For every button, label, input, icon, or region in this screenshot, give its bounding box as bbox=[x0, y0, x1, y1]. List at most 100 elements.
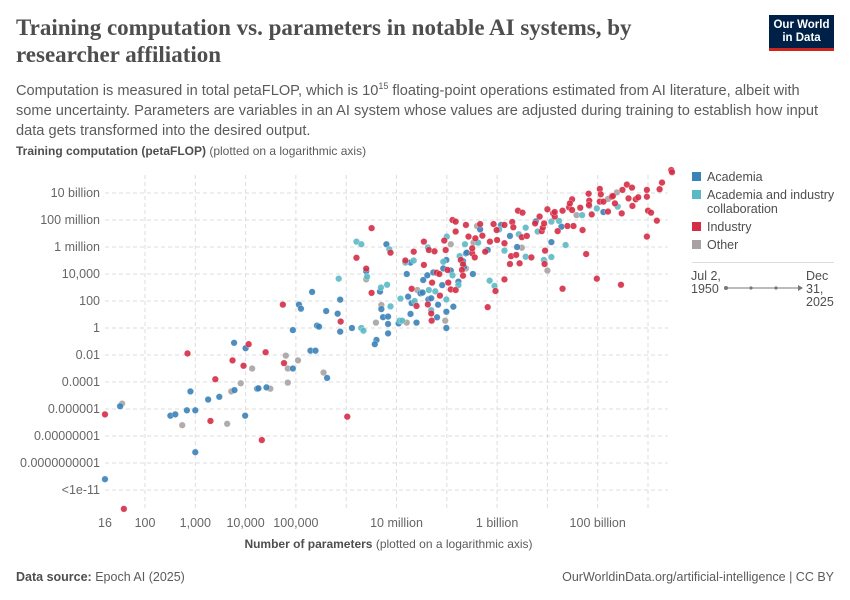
data-point bbox=[254, 384, 262, 392]
data-point bbox=[501, 239, 508, 247]
data-point bbox=[336, 296, 344, 304]
data-point bbox=[527, 253, 535, 261]
data-point bbox=[191, 406, 199, 414]
data-point bbox=[440, 237, 448, 245]
data-point bbox=[541, 260, 549, 268]
data-point bbox=[570, 222, 577, 230]
grid-lines bbox=[105, 175, 668, 508]
x-axis-label: Number of parameters (plotted on a logar… bbox=[0, 537, 777, 551]
chart-subtitle: Computation is measured in total petaFLO… bbox=[16, 76, 836, 141]
data-source-value[interactable]: Epoch AI (2025) bbox=[91, 570, 185, 584]
data-point bbox=[625, 194, 632, 202]
legend-item[interactable]: Academia and industry collaboration bbox=[692, 188, 842, 216]
legend-swatch bbox=[692, 172, 701, 181]
data-point bbox=[320, 369, 328, 377]
data-point bbox=[431, 287, 439, 295]
data-point bbox=[554, 227, 562, 235]
data-point bbox=[343, 413, 351, 421]
data-point bbox=[547, 238, 555, 246]
data-point bbox=[427, 309, 435, 317]
subtitle-exponent: 15 bbox=[378, 81, 389, 91]
data-point bbox=[599, 198, 607, 206]
data-point bbox=[585, 201, 593, 209]
data-point bbox=[357, 240, 365, 248]
data-point bbox=[541, 247, 549, 255]
data-point bbox=[452, 228, 460, 235]
y-tick-label: 0.00000001 bbox=[34, 429, 100, 443]
data-point bbox=[353, 254, 360, 262]
data-point bbox=[410, 248, 418, 256]
data-point bbox=[387, 302, 394, 310]
data-point bbox=[442, 246, 450, 254]
data-point bbox=[245, 340, 253, 348]
data-point bbox=[297, 305, 305, 313]
data-point bbox=[551, 208, 559, 216]
data-point bbox=[337, 318, 345, 326]
data-point bbox=[593, 275, 601, 283]
data-point bbox=[597, 190, 605, 198]
data-point bbox=[377, 284, 385, 291]
data-point bbox=[431, 247, 438, 255]
data-point bbox=[609, 192, 617, 200]
data-point bbox=[387, 249, 394, 257]
data-point bbox=[536, 213, 544, 221]
data-point bbox=[425, 246, 433, 254]
data-point bbox=[334, 310, 342, 318]
data-point bbox=[230, 339, 238, 347]
data-point bbox=[223, 420, 231, 428]
data-point bbox=[604, 208, 612, 216]
data-point bbox=[579, 226, 587, 234]
data-point bbox=[547, 253, 555, 261]
legend: Academia Academia and industry collaborat… bbox=[692, 170, 842, 256]
y-axis-label-bold: Training computation (petaFLOP) bbox=[16, 144, 206, 158]
data-point bbox=[423, 271, 431, 279]
data-point bbox=[493, 226, 501, 234]
data-point bbox=[241, 412, 249, 420]
legend-item[interactable]: Academia bbox=[692, 170, 842, 184]
y-tick-label: <1e-11 bbox=[62, 483, 100, 497]
data-point bbox=[413, 302, 420, 310]
data-point bbox=[442, 324, 450, 332]
data-points bbox=[101, 166, 676, 513]
y-tick-label: 10 billion bbox=[51, 186, 100, 200]
owid-logo[interactable]: Our World in Data bbox=[769, 15, 834, 51]
data-point bbox=[439, 258, 447, 266]
data-point bbox=[420, 261, 428, 269]
footer-link[interactable]: OurWorldinData.org/artificial-intelligen… bbox=[562, 570, 834, 584]
legend-divider bbox=[692, 262, 834, 263]
data-point bbox=[476, 220, 484, 228]
legend-label: Other bbox=[707, 238, 739, 252]
data-point bbox=[585, 190, 593, 198]
chart-title: Training computation vs. parameters in n… bbox=[16, 15, 632, 67]
data-point bbox=[428, 279, 436, 287]
data-point bbox=[435, 270, 443, 278]
data-point bbox=[433, 313, 441, 321]
data-point bbox=[438, 281, 446, 289]
y-tick-labels: 10 billion 100 million 1 million 10,000 100 1… bbox=[20, 186, 100, 497]
data-point bbox=[204, 396, 212, 404]
data-point bbox=[442, 308, 450, 316]
data-point bbox=[459, 260, 467, 268]
legend-label: Academia bbox=[707, 170, 763, 184]
legend-item[interactable]: Other bbox=[692, 238, 842, 252]
data-point bbox=[568, 206, 576, 214]
data-point bbox=[501, 247, 508, 255]
x-axis-label-note: (plotted on a logarithmic axis) bbox=[372, 537, 533, 551]
legend-item[interactable]: Industry bbox=[692, 220, 842, 234]
data-point bbox=[184, 350, 191, 357]
legend-label: Industry bbox=[707, 220, 752, 234]
data-point bbox=[540, 219, 548, 227]
data-point bbox=[289, 326, 297, 334]
data-point bbox=[578, 211, 586, 219]
data-point bbox=[555, 217, 563, 225]
data-point bbox=[668, 168, 676, 176]
data-point bbox=[323, 374, 331, 382]
y-tick-label: 0.0000000001 bbox=[20, 456, 100, 470]
legend-swatch bbox=[692, 240, 701, 249]
data-point bbox=[436, 292, 444, 300]
data-point bbox=[384, 329, 392, 337]
data-point bbox=[183, 406, 191, 414]
y-tick-label: 1 bbox=[93, 321, 100, 335]
data-point bbox=[643, 186, 651, 194]
